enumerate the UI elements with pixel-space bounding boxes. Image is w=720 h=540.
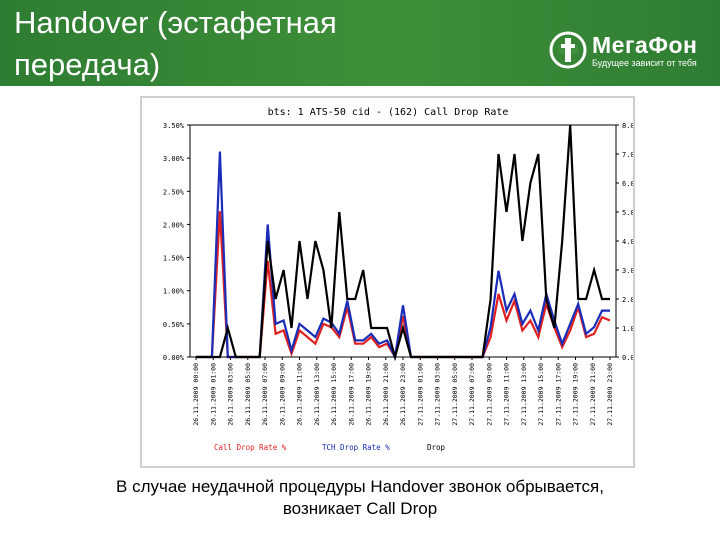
x-tick-label: 27.11.2009 09:00 [485,363,493,426]
megafon-logo: МегаФон Будущее зависит от тебя [548,28,718,78]
call-drop-rate-chart: bts: 1 ATS-50 cid - (162) Call Drop Rate… [163,107,643,452]
logo-text: МегаФон [592,32,698,58]
left-tick-label: 1.00% [163,288,185,296]
right-axis-ticks: 0.000 1.000 2.000 3.000 4.000 5.000 6.000 7.000… [616,122,643,362]
x-tick-label: 26.11.2009 01:00 [209,363,217,426]
x-tick-label: 26.11.2009 05:00 [244,363,252,426]
right-tick-label: 7.000 [622,151,633,159]
left-tick-label: 2.50% [163,188,185,196]
x-tick-label: 27.11.2009 03:00 [434,363,442,426]
x-tick-label: 27.11.2009 23:00 [606,363,614,426]
x-tick-label: 26.11.2009 09:00 [278,363,286,426]
left-tick-label: 2.00% [163,221,185,229]
megafon-logo-icon [549,31,587,69]
left-tick-label: 3.50% [163,122,185,130]
x-tick-label: 26.11.2009 23:00 [399,363,407,426]
left-axis-ticks: 0.00% 0.50% 1.00% 1.50% 2.00% 2.50% 3.00% 3.50% [163,122,190,362]
left-tick-label: 3.00% [163,155,185,163]
x-tick-label: 27.11.2009 13:00 [520,363,528,426]
left-tick-label: 0.50% [163,321,185,329]
x-tick-label: 27.11.2009 05:00 [451,363,459,426]
right-tick-label: 2.000 [622,296,633,304]
x-tick-label: 27.11.2009 07:00 [468,363,476,426]
logo-tagline: Будущее зависит от тебя [592,58,697,68]
x-tick-label: 27.11.2009 01:00 [416,363,424,426]
legend-entry: Call Drop Rate % [214,443,287,452]
x-tick-label: 27.11.2009 11:00 [503,363,511,426]
legend: Call Drop Rate % TCH Drop Rate % Drop [214,443,446,452]
left-tick-label: 1.50% [163,255,185,263]
caption-line-1: В случае неудачной процедуры Handover зв… [116,477,604,496]
right-tick-label: 5.000 [622,209,633,217]
right-tick-label: 6.000 [622,180,633,188]
x-tick-label: 26.11.2009 13:00 [313,363,321,426]
legend-entry: TCH Drop Rate % [322,443,390,452]
x-axis-ticks: 26.11.2009 00:00 26.11.2009 01:00 26.11.20… [192,357,614,426]
legend-entry: Drop [427,443,446,452]
caption: В случае неудачной процедуры Handover зв… [20,476,700,520]
x-tick-label: 26.11.2009 19:00 [365,363,373,426]
x-tick-label: 27.11.2009 19:00 [572,363,580,426]
right-tick-label: 8.000 [622,122,633,130]
left-tick-label: 0.00% [163,354,185,362]
right-tick-label: 0.000 [622,354,633,362]
x-tick-label: 27.11.2009 17:00 [554,363,562,426]
caption-line-2: возникает Call Drop [282,499,438,518]
plot-frame [189,124,617,358]
x-tick-label: 26.11.2009 11:00 [296,363,304,426]
x-tick-label: 26.11.2009 00:00 [192,363,200,426]
x-tick-label: 27.11.2009 15:00 [537,363,545,426]
series-line-0 [196,211,611,361]
x-tick-label: 26.11.2009 03:00 [227,363,235,426]
chart-title: bts: 1 ATS-50 cid - (162) Call Drop Rate [268,107,509,118]
x-tick-label: 26.11.2009 15:00 [330,363,338,426]
series-lines [196,124,611,362]
right-tick-label: 4.000 [622,238,633,246]
x-tick-label: 26.11.2009 21:00 [382,363,390,426]
header-bar: Handover (эстафетная передача) МегаФон Б… [0,0,720,86]
x-tick-label: 26.11.2009 17:00 [347,363,355,426]
right-tick-label: 3.000 [622,267,633,275]
x-tick-label: 27.11.2009 21:00 [589,363,597,426]
page-title: Handover (эстафетная передача) [14,5,337,82]
right-tick-label: 1.000 [622,325,633,333]
x-tick-label: 26.11.2009 07:00 [261,363,269,426]
series-line-2 [196,124,610,362]
chart-container: bts: 1 ATS-50 cid - (162) Call Drop Rate… [140,96,643,468]
